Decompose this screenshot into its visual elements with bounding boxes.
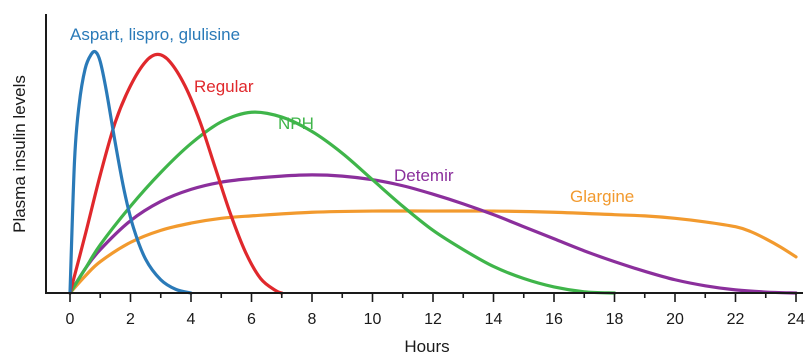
series-label-aspart: Aspart, lispro, glulisine: [70, 25, 240, 44]
x-tick-label: 0: [66, 311, 75, 328]
series-curve-nph: [68, 110, 617, 295]
series-label-regular: Regular: [194, 77, 254, 96]
x-tick-label: 10: [364, 311, 382, 328]
x-tick-label: 24: [787, 311, 805, 328]
x-tick-label: 18: [606, 311, 624, 328]
series-label-glargine: Glargine: [570, 187, 634, 206]
series-curve-regular: [68, 52, 284, 295]
x-tick-label: 6: [247, 311, 256, 328]
x-tick-label: 16: [545, 311, 563, 328]
x-tick-label: 20: [666, 311, 684, 328]
series-curve-detemir: [68, 173, 798, 295]
series-label-detemir: Detemir: [394, 166, 454, 185]
curves-layer: [68, 49, 798, 295]
x-tick-label: 4: [187, 311, 196, 328]
x-ticks-layer: 0 2 4 6 8 10 12 14 16 18 20 22 24: [66, 293, 805, 328]
y-axis-title: Plasma insulin levels: [10, 75, 29, 233]
x-tick-label: 14: [485, 311, 503, 328]
x-tick-label: 8: [308, 311, 317, 328]
series-label-nph: NPH: [278, 114, 314, 133]
series-labels-layer: Aspart, lispro, glulisine Regular NPH De…: [70, 25, 634, 206]
x-tick-label: 22: [727, 311, 745, 328]
series-curve-glargine: [68, 209, 798, 295]
x-tick-label: 12: [424, 311, 442, 328]
series-curve-aspart-lispro-glulisine: [68, 49, 193, 295]
x-axis-title: Hours: [404, 337, 449, 356]
x-tick-label: 2: [126, 311, 135, 328]
